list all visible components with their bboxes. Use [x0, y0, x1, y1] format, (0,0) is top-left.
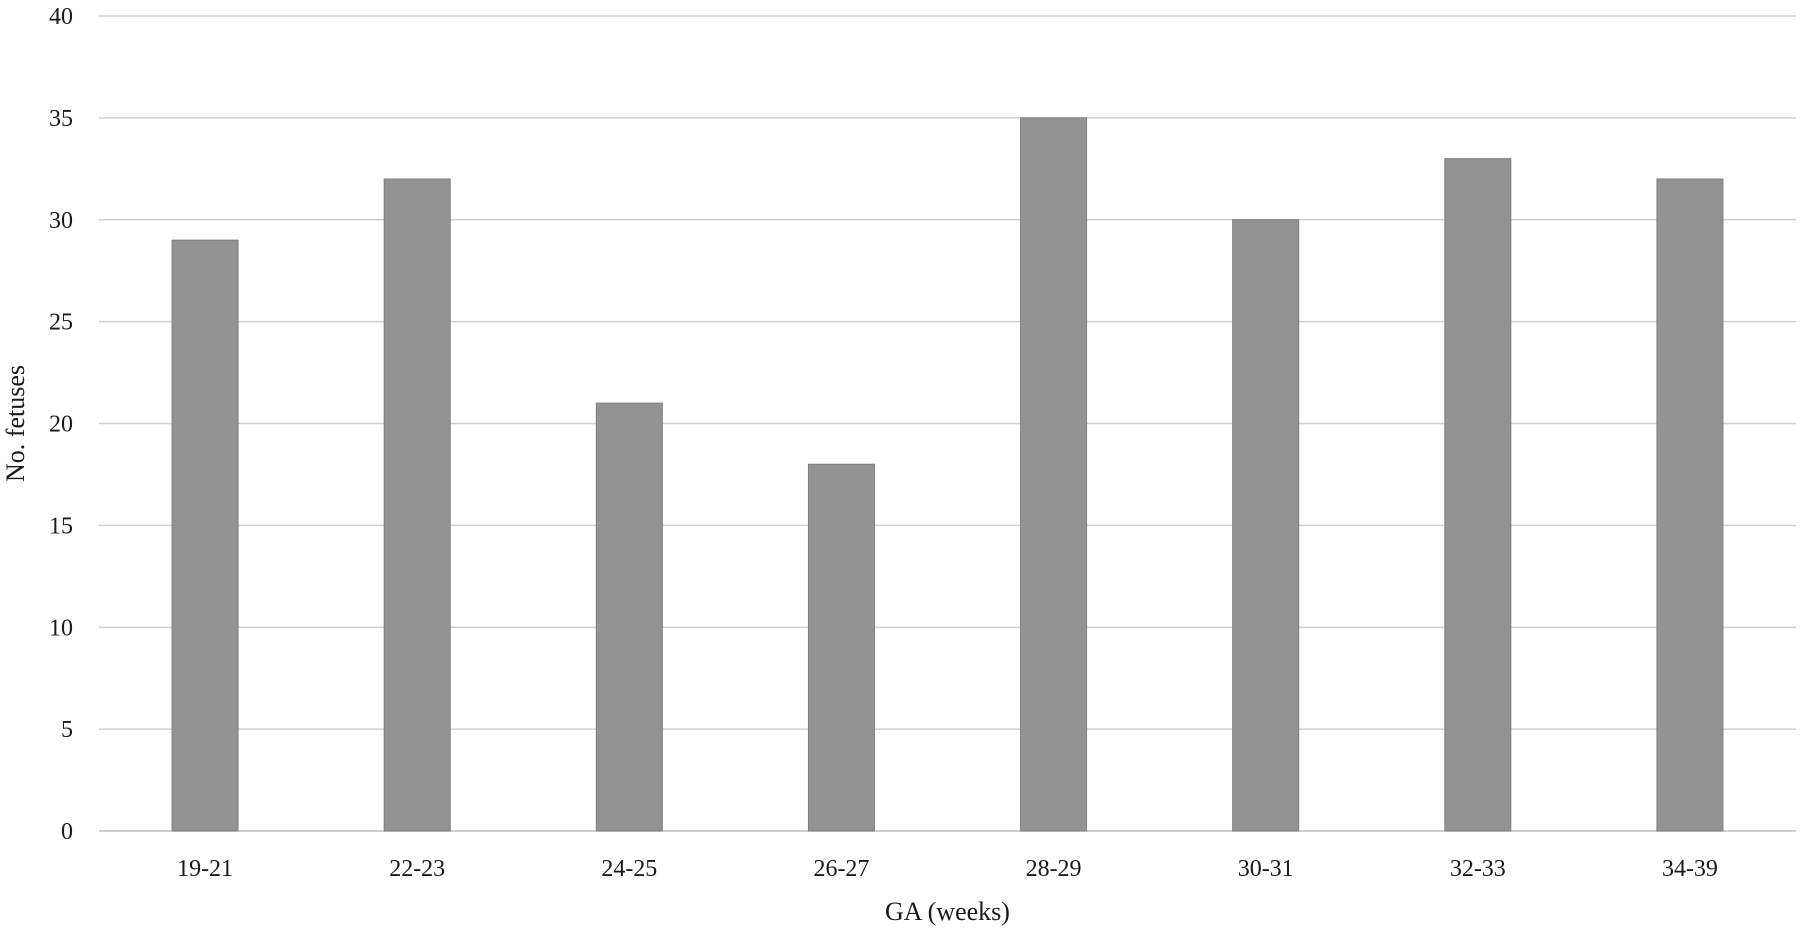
y-tick-label: 10 [49, 615, 73, 641]
bar-28-29 [1020, 117, 1088, 832]
y-axis-title: No. fetuses [1, 365, 30, 482]
x-tick-label: 32-33 [1450, 856, 1506, 882]
bar-22-23 [383, 178, 451, 832]
bar-24-25 [595, 402, 663, 832]
x-tick-label: 22-23 [389, 856, 445, 882]
bar-26-27 [807, 463, 875, 832]
x-tick-label: 34-39 [1662, 856, 1718, 882]
bar-19-21 [171, 239, 239, 832]
bar-32-33 [1444, 158, 1512, 832]
x-tick-label: 19-21 [177, 856, 233, 882]
y-tick-label: 40 [49, 4, 73, 30]
bar-34-39 [1656, 178, 1724, 832]
y-tick-label: 35 [49, 106, 73, 132]
y-tick-label: 5 [61, 717, 73, 743]
y-tick-labels: 0 5 10 15 20 25 30 35 40 [49, 4, 73, 845]
x-tick-label: 26-27 [813, 856, 869, 882]
y-tick-label: 25 [49, 310, 73, 336]
y-tick-label: 0 [61, 819, 73, 845]
x-axis-title: GA (weeks) [885, 897, 1010, 926]
x-tick-label: 24-25 [601, 856, 657, 882]
x-tick-labels: 19-21 22-23 24-25 26-27 28-29 30-31 32-33 34-39 [177, 856, 1718, 882]
x-tick-label: 28-29 [1026, 856, 1082, 882]
bar-30-31 [1232, 219, 1300, 832]
x-tick-label: 30-31 [1238, 856, 1294, 882]
y-tick-label: 20 [49, 412, 73, 438]
gridlines [99, 15, 1796, 832]
bars [171, 117, 1724, 832]
y-tick-label: 30 [49, 208, 73, 234]
y-tick-label: 15 [49, 513, 73, 539]
